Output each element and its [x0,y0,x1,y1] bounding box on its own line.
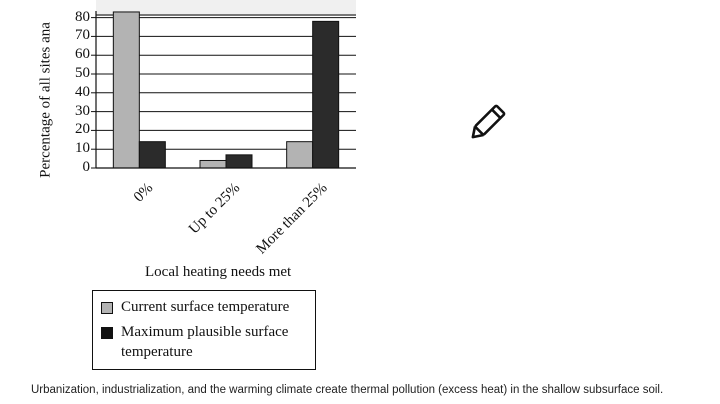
y-tick-label-70: 70 [75,27,90,44]
bar-maximum-1 [225,154,253,169]
legend-item-current: Current surface temperature [101,297,307,317]
legend-item-maximum: Maximum plausible surface temperature [101,322,307,362]
y-tick-label-80: 80 [75,8,90,25]
y-tick-label-40: 40 [75,83,90,100]
legend-swatch-maximum [101,327,113,339]
bar-chart [91,11,356,169]
bar-current-2 [286,141,314,169]
legend-label-current: Current surface temperature [121,299,290,315]
legend-label-maximum-line1: Maximum plausible surface [121,324,289,340]
pencil-icon[interactable] [466,102,508,144]
y-tick-label-20: 20 [75,121,90,138]
y-tick-label-10: 10 [75,140,90,157]
legend-label-maximum-line2: temperature [121,344,193,360]
y-tick-label-0: 0 [82,159,91,175]
x-axis-label: Local heating needs met [145,264,292,280]
y-tick-label-50: 50 [75,65,90,81]
figure-caption: Urbanization, industrialization, and the… [31,384,664,396]
legend-label-maximum: Maximum plausible surface temperature [121,322,288,362]
y-axis-label: Percentage of all sites ana [37,22,54,178]
top-cropped-fragment [96,0,356,16]
y-tick-label-60: 60 [75,46,90,63]
legend: Current surface temperature Maximum plau… [92,290,316,370]
bar-maximum-2 [312,20,340,169]
bar-maximum-0 [138,141,166,169]
y-tick-label-30: 30 [75,102,90,119]
bar-current-1 [199,159,227,169]
legend-swatch-current [101,302,113,314]
bar-current-0 [112,11,140,169]
